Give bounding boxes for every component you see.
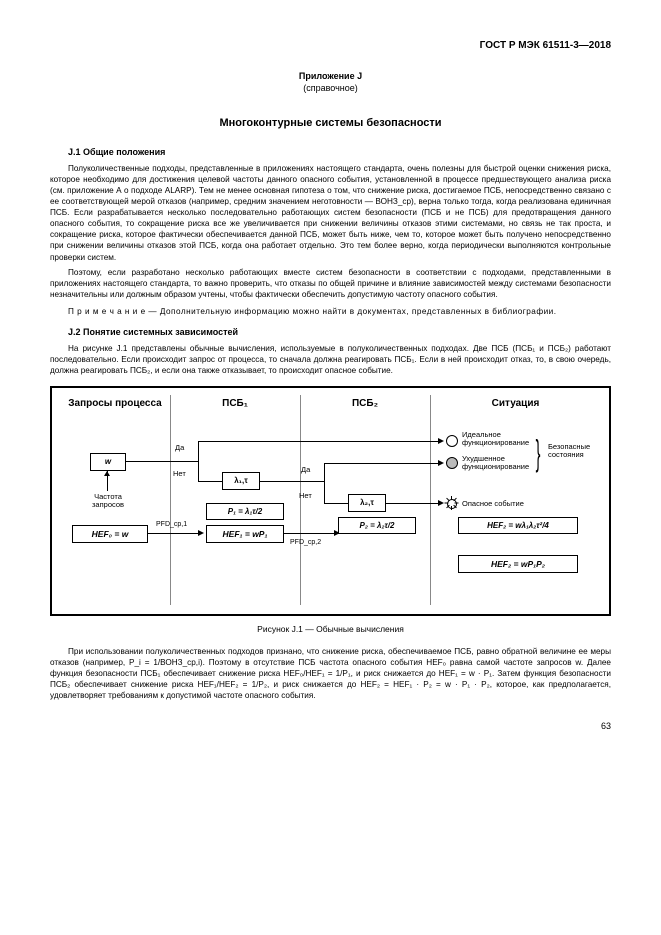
label-no-2: Нет [299,491,312,500]
section-j2-heading: J.2 Понятие системных зависимостей [50,327,611,337]
eq-hef2a: HEF₂ = wλ₁λ₂τ²/4 [458,517,578,534]
label-degraded: Ухудшенное функционирование [462,455,532,472]
box-lambda1: λ₁,τ [222,472,260,490]
page-number: 63 [50,721,611,731]
section-j1-note: П р и м е ч а н и е — Дополнительную инф… [50,306,611,317]
eq-hef2b: HEF₂ = wP₁P₂ [458,555,578,573]
section-j1-heading: J.1 Общие положения [50,147,611,157]
figure-j1-diagram: Запросы процесса ПСБ₁ ПСБ₂ Ситуация w Ча… [50,386,611,616]
col-header-situation: Ситуация [430,398,601,409]
appendix-subtitle: (справочное) [50,83,611,93]
main-title: Многоконтурные системы безопасности [50,117,611,129]
label-yes-1: Да [175,443,184,452]
section-j1-paragraph-1: Полуколичественные подходы, представленн… [50,163,611,263]
eq-hef0: HEF₀ = w [72,525,148,543]
label-pfd1: PFD_ср,1 [156,521,187,528]
col-header-psb1: ПСБ₁ [170,398,300,409]
brace-icon: } [536,435,541,471]
label-no-1: Нет [173,469,186,478]
document-code: ГОСТ Р МЭК 61511-3—2018 [50,40,611,51]
eq-p1: P₁ = λ₁τ/2 [206,503,284,520]
symbol-danger-icon [444,496,458,510]
label-safe-states: Безопасные состояния [548,443,596,460]
appendix-label: Приложение J [50,71,611,81]
eq-p2: P₂ = λ₂τ/2 [338,517,416,534]
eq-hef1: HEF₁ = wP₁ [206,525,284,543]
col-header-process: Запросы процесса [60,398,170,409]
box-w: w [90,453,126,471]
col-header-psb2: ПСБ₂ [300,398,430,409]
label-danger: Опасное событие [462,499,524,508]
label-yes-2: Да [301,465,310,474]
label-pfd2: PFD_ср,2 [290,539,321,546]
figure-caption: Рисунок J.1 — Обычные вычисления [50,624,611,634]
label-ideal: Идеальное функционирование [462,431,532,448]
box-lambda2: λ₂,τ [348,494,386,512]
section-j1-paragraph-2: Поэтому, если разработано несколько рабо… [50,267,611,300]
section-j2-paragraph-2: При использовании полуколичественных под… [50,646,611,701]
label-frequency: Частота запросов [86,493,130,510]
section-j2-paragraph-1: На рисунке J.1 представлены обычные вычи… [50,343,611,376]
symbol-ideal-icon [446,435,458,447]
symbol-degraded-icon [446,457,458,469]
